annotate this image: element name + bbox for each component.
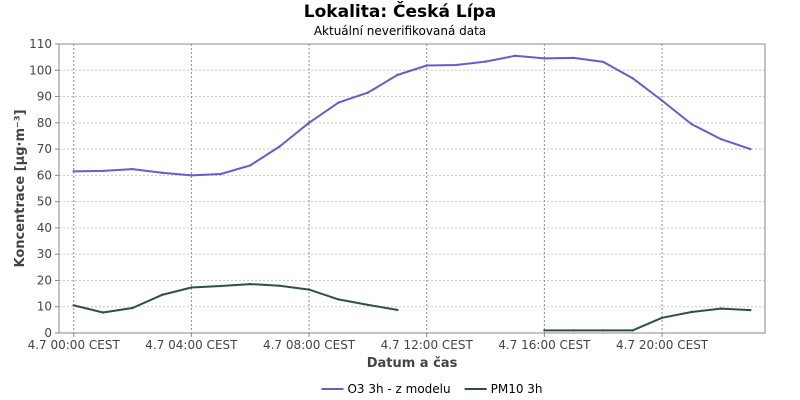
series-2-point	[690, 310, 693, 314]
x-tick-label: 4.7 12:00 CEST	[381, 338, 474, 352]
series-line-2	[544, 307, 751, 332]
series-2-point	[543, 329, 546, 332]
series-2-point	[160, 293, 164, 297]
series-1-point	[572, 56, 575, 60]
x-axis-title: Datum a čas	[367, 356, 458, 371]
series-1-point	[660, 99, 664, 102]
x-axis: 4.7 00:00 CEST 4.7 04:00 CEST 4.7 08:00 CE…	[28, 333, 709, 352]
series-1-point	[160, 171, 164, 174]
y-tick-label: 30	[37, 247, 52, 261]
series-1-point	[101, 169, 105, 173]
series-layer	[72, 54, 752, 332]
series-1-point	[690, 122, 693, 126]
series-1-point	[249, 164, 252, 167]
series-2-point	[307, 288, 311, 291]
series-1-point	[631, 77, 634, 80]
series-line-2	[73, 283, 398, 314]
legend-label: O3 3h - z modelu	[347, 382, 450, 396]
chart-title: Lokalita: Česká Lípa	[303, 2, 497, 22]
series-1-point	[719, 137, 723, 141]
series-1-point	[454, 63, 458, 67]
series-2-point	[660, 316, 664, 319]
y-tick-label: 20	[37, 273, 52, 287]
series-1-point	[543, 57, 546, 60]
x-tick-label: 4.7 20:00 CEST	[616, 338, 709, 352]
y-tick-label: 90	[37, 90, 52, 104]
x-tick-label: 4.7 04:00 CEST	[145, 338, 238, 352]
series-2-point	[631, 329, 634, 332]
y-tick-label: 10	[37, 300, 52, 314]
y-tick-label: 80	[37, 116, 52, 130]
x-tick-label: 4.7 16:00 CEST	[498, 338, 591, 352]
series-1-point	[307, 121, 311, 125]
series-2-point	[366, 303, 370, 307]
series-2-point	[572, 329, 575, 332]
series-2-point	[72, 304, 75, 307]
chart-subtitle: Aktuální neverifikovaná data	[313, 24, 487, 38]
series-1-point	[337, 101, 340, 104]
series-2-point	[749, 308, 752, 312]
y-tick-label: 60	[37, 168, 52, 182]
y-axis-title: Koncentrace [µg·m⁻³]	[13, 109, 28, 267]
series-1-point	[131, 167, 134, 171]
series-2-point	[602, 329, 605, 332]
y-tick-label: 40	[37, 221, 52, 235]
series-1-point	[602, 60, 605, 64]
series-2-point	[219, 284, 222, 288]
x-tick-label: 4.7 00:00 CEST	[28, 338, 121, 352]
series-2-point	[190, 286, 193, 289]
series-1-point	[425, 64, 428, 67]
series-2-point	[396, 308, 399, 312]
y-tick-label: 50	[37, 195, 52, 209]
series-1-point	[396, 73, 399, 77]
plot-area	[58, 43, 766, 334]
series-1-point	[219, 172, 222, 176]
series-1-point	[366, 91, 370, 94]
y-tick-label: 100	[29, 63, 52, 77]
series-2-point	[131, 306, 134, 310]
series-1-point	[72, 170, 75, 173]
series-2-point	[101, 311, 105, 314]
grid-lines	[59, 44, 765, 333]
series-1-point	[278, 145, 281, 148]
series-2-point	[278, 284, 281, 287]
series-1-point	[749, 147, 752, 151]
legend-label: PM10 3h	[491, 382, 543, 396]
series-2-point	[337, 298, 340, 301]
y-axis: 0 10 20 30 40 50 60 70 80 90 100 110	[29, 37, 59, 340]
series-1-point	[190, 174, 193, 177]
y-tick-label: 110	[29, 37, 52, 51]
y-tick-label: 0	[44, 326, 52, 340]
series-1-point	[513, 54, 517, 57]
series-line-1	[73, 54, 751, 177]
y-tick-label: 70	[37, 142, 52, 156]
legend: O3 3h - z modelu PM10 3h	[321, 382, 543, 396]
series-2-point	[249, 282, 252, 286]
series-1-point	[484, 60, 487, 63]
series-2-point	[719, 307, 723, 310]
x-tick-label: 4.7 08:00 CEST	[263, 338, 356, 352]
